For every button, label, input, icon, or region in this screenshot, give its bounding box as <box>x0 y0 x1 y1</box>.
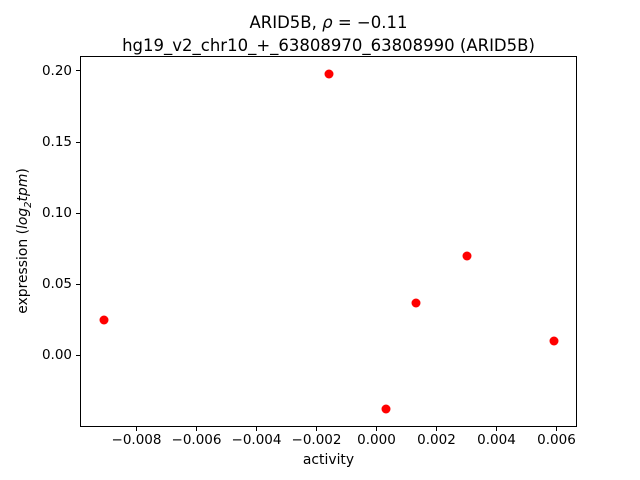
data-point <box>411 298 420 308</box>
y-tick-label: 0.05 <box>41 276 72 293</box>
title-rho-value: = −0.11 <box>332 13 408 32</box>
chart-subtitle: hg19_v2_chr10_+_63808970_63808990 (ARID5… <box>122 36 535 55</box>
x-tick-mark <box>496 427 497 431</box>
y-tick-label: 0.00 <box>41 347 72 364</box>
data-point <box>99 315 108 325</box>
x-tick-label: −0.008 <box>111 432 162 448</box>
y-label-unit: tpm <box>15 173 31 202</box>
x-tick-mark <box>436 427 437 431</box>
x-tick-label: −0.004 <box>231 432 282 448</box>
scatter-points-layer <box>81 57 576 426</box>
y-label-log: log <box>15 207 31 230</box>
x-axis-label: activity <box>302 452 355 468</box>
chart-title: ARID5B, ρ = −0.11 hg19_v2_chr10_+_638089… <box>81 11 576 57</box>
title-gene-label: ARID5B, <box>249 13 323 32</box>
x-tick-mark <box>136 427 137 431</box>
data-point <box>549 336 558 346</box>
x-tick-mark <box>256 427 257 431</box>
x-tick-mark <box>316 427 317 431</box>
chart-title-line1: ARID5B, ρ = −0.11 <box>81 11 576 34</box>
x-tick-label: 0.004 <box>477 432 516 448</box>
y-label-suffix: ) <box>15 168 31 174</box>
x-tick-label: −0.002 <box>291 432 342 448</box>
y-label-prefix: expression ( <box>15 229 31 314</box>
data-point <box>381 404 390 414</box>
plot-area <box>80 56 577 427</box>
x-tick-mark <box>196 427 197 431</box>
y-tick-mark <box>76 141 80 143</box>
x-tick-label: 0.000 <box>357 432 396 448</box>
x-tick-label: 0.006 <box>537 432 576 448</box>
data-point <box>324 69 333 79</box>
x-tick-label: 0.002 <box>417 432 456 448</box>
x-tick-mark <box>556 427 557 431</box>
y-tick-mark <box>76 70 80 72</box>
y-tick-label: 0.15 <box>41 134 72 151</box>
y-tick-mark <box>76 212 80 214</box>
x-tick-mark <box>376 427 377 431</box>
y-tick-mark <box>76 283 80 285</box>
title-rho-symbol: ρ <box>322 13 333 32</box>
x-tick-label: −0.006 <box>171 432 222 448</box>
y-axis-label: expression (log2tpm) <box>15 168 34 314</box>
y-tick-label: 0.10 <box>41 205 72 222</box>
y-tick-label: 0.20 <box>41 62 72 79</box>
y-label-log-base: 2 <box>22 201 34 208</box>
y-tick-mark <box>76 354 80 356</box>
data-point <box>462 251 471 261</box>
